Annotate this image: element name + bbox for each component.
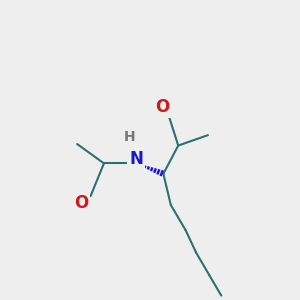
Text: H: H — [123, 130, 135, 144]
Text: O: O — [74, 194, 89, 212]
Text: N: N — [129, 150, 143, 168]
Text: O: O — [155, 98, 170, 116]
